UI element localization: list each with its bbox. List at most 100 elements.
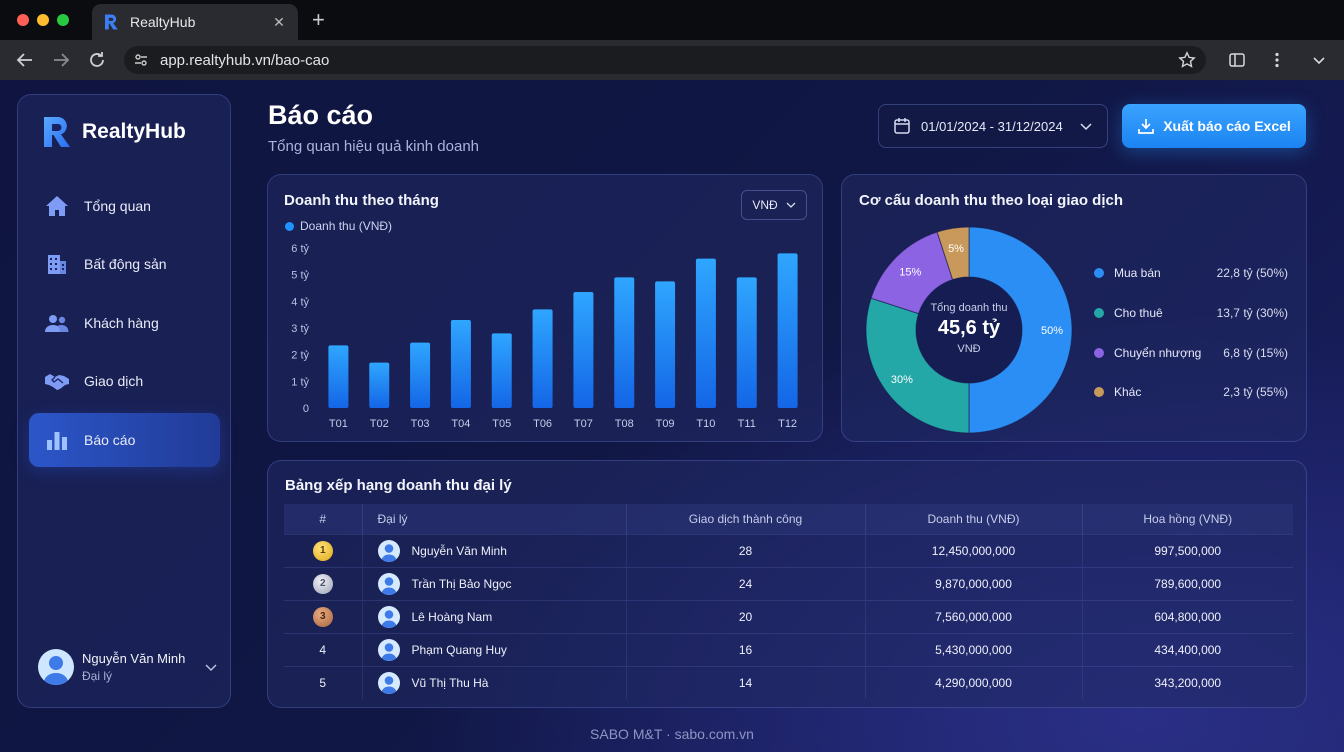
currency-select[interactable]: VNĐ bbox=[741, 190, 807, 220]
revenue-cell: 5,430,000,000 bbox=[865, 632, 1083, 666]
more-menu-icon[interactable] bbox=[1268, 51, 1286, 69]
building-icon bbox=[44, 251, 70, 277]
table-row[interactable]: 3 Lê Hoàng Nam 20 7,560,000,000 604,800,… bbox=[284, 599, 1293, 633]
y-tick-label: 2 tỷ bbox=[291, 350, 309, 362]
commission-cell: 343,200,000 bbox=[1082, 665, 1293, 699]
agent-name: Nguyễn Văn Minh bbox=[411, 543, 507, 558]
commission-cell: 789,600,000 bbox=[1082, 566, 1293, 600]
realtyhub-logo-icon bbox=[105, 14, 118, 30]
rank-cell: 3 bbox=[284, 599, 363, 633]
donut-hole bbox=[916, 277, 1022, 383]
tab-close-icon[interactable]: ✕ bbox=[273, 13, 285, 30]
sidebar-item-label: Bất động sản bbox=[84, 256, 167, 272]
bar-t02[interactable] bbox=[369, 362, 390, 408]
sidebar-item-bao-cao[interactable]: Báo cáo bbox=[29, 413, 220, 467]
table-row[interactable]: 5 Vũ Thị Thu Hà 14 4,290,000,000 343,200… bbox=[284, 665, 1293, 699]
gold-medal-icon: 1 bbox=[312, 540, 333, 561]
legend-value: 13,7 tỷ (30%) bbox=[1216, 306, 1288, 320]
bar-t10[interactable] bbox=[695, 258, 716, 408]
legend-item-mua-ban: Mua bán 22,8 tỷ (50%) bbox=[1094, 266, 1288, 280]
sidebar-item-tong-quan[interactable]: Tổng quan bbox=[29, 179, 220, 233]
app-content: RealtyHub Tổng quan Bất động sản Khách h… bbox=[0, 80, 1344, 752]
table-row[interactable]: 2 Trần Thị Bảo Ngọc 24 9,870,000,000 789… bbox=[284, 566, 1293, 600]
rank-cell: 1 bbox=[284, 533, 363, 567]
sidebar-item-giao-dich[interactable]: Giao dịch bbox=[29, 354, 220, 408]
x-tick-label: T10 bbox=[696, 418, 715, 430]
table-row[interactable]: 4 Phạm Quang Huy 16 5,430,000,000 434,40… bbox=[284, 632, 1293, 666]
sidebar-item-bat-dong-san[interactable]: Bất động sản bbox=[29, 237, 220, 291]
deals-cell: 28 bbox=[626, 533, 866, 567]
deals-cell: 24 bbox=[626, 566, 866, 600]
revenue-mix-title: Cơ cấu doanh thu theo loại giao dịch bbox=[859, 192, 1124, 209]
revenue-bar-chart: 0 1 tỷ 2 tỷ 3 tỷ 4 tỷ 5 tỷ 6 tỷ T01 T02 T03 T04 T05… bbox=[291, 243, 798, 430]
browser-tab[interactable]: RealtyHub ✕ bbox=[92, 4, 298, 40]
slice-label: 50% bbox=[1041, 325, 1063, 337]
legend-swatch bbox=[1094, 387, 1104, 397]
date-range-picker[interactable]: 01/01/2024 - 31/12/2024 bbox=[878, 104, 1108, 148]
sidebar-item-label: Tổng quan bbox=[84, 198, 151, 214]
export-excel-button[interactable]: Xuất báo cáo Excel bbox=[1122, 104, 1306, 148]
agent-name: Vũ Thị Thu Hà bbox=[411, 675, 489, 690]
agent-cell: Phạm Quang Huy bbox=[363, 638, 626, 661]
bar-t09[interactable] bbox=[655, 281, 676, 408]
y-tick-label: 4 tỷ bbox=[291, 296, 309, 308]
bar-t12[interactable] bbox=[777, 253, 798, 408]
donut-center-unit: VNĐ bbox=[957, 343, 981, 355]
legend-swatch bbox=[285, 222, 294, 232]
page-subtitle: Tổng quan hiệu quả kinh doanh bbox=[268, 138, 480, 155]
bar-t06[interactable] bbox=[532, 309, 553, 408]
export-excel-label: Xuất báo cáo Excel bbox=[1163, 118, 1291, 134]
agent-name: Trần Thị Bảo Ngọc bbox=[411, 576, 512, 591]
window-minimize-button[interactable] bbox=[37, 14, 49, 26]
window-close-button[interactable] bbox=[17, 14, 29, 26]
bar-t04[interactable] bbox=[450, 320, 471, 408]
donut-center-value: 45,6 tỷ bbox=[937, 317, 1001, 339]
new-tab-icon[interactable]: + bbox=[312, 7, 325, 32]
slice-label: 5% bbox=[948, 243, 964, 255]
bar-t01[interactable] bbox=[328, 345, 349, 408]
bar-t11[interactable] bbox=[736, 277, 757, 408]
brand-name: RealtyHub bbox=[82, 120, 186, 143]
bar-t03[interactable] bbox=[410, 342, 431, 408]
agent-cell: Trần Thị Bảo Ngọc bbox=[363, 572, 626, 595]
legend-value: 2,3 tỷ (55%) bbox=[1223, 385, 1288, 399]
date-range-text: 01/01/2024 - 31/12/2024 bbox=[921, 118, 1063, 134]
brand[interactable]: RealtyHub bbox=[42, 115, 186, 149]
address-bar[interactable] bbox=[124, 46, 1206, 74]
site-info-icon[interactable] bbox=[134, 53, 148, 67]
legend-label: Chuyển nhượng bbox=[1114, 346, 1202, 360]
chevron-down-icon[interactable] bbox=[204, 660, 218, 674]
revenue-mix-card: Cơ cấu doanh thu theo loại giao dịch 50%… bbox=[841, 174, 1307, 442]
y-tick-label: 0 bbox=[303, 403, 309, 415]
back-icon[interactable] bbox=[13, 48, 37, 72]
column-header: Doanh thu (VNĐ) bbox=[865, 504, 1083, 534]
table-row[interactable]: 1 Nguyễn Văn Minh 28 12,450,000,000 997,… bbox=[284, 533, 1293, 567]
avatar bbox=[377, 605, 400, 628]
y-tick-label: 1 tỷ bbox=[291, 376, 309, 388]
legend-swatch bbox=[1094, 268, 1104, 278]
avatar bbox=[377, 572, 400, 595]
column-header: Hoa hồng (VNĐ) bbox=[1082, 504, 1293, 534]
legend-value: 6,8 tỷ (15%) bbox=[1223, 346, 1288, 360]
bar-t08[interactable] bbox=[614, 277, 635, 408]
agent-ranking-card: Bảng xếp hạng doanh thu đại lý # Đại lý … bbox=[267, 460, 1307, 708]
user-menu[interactable]: Nguyễn Văn Minh Đại lý bbox=[38, 649, 218, 685]
reload-icon[interactable] bbox=[85, 48, 109, 72]
bar-chart-icon bbox=[44, 427, 70, 453]
side-panel-icon[interactable] bbox=[1228, 51, 1246, 69]
revenue-cell: 12,450,000,000 bbox=[865, 533, 1083, 567]
agent-cell: Vũ Thị Thu Hà bbox=[363, 671, 626, 694]
chevron-down-icon bbox=[1080, 123, 1092, 131]
table-header-row: # Đại lý Giao dịch thành công Doanh thu … bbox=[284, 504, 1293, 534]
chevron-down-icon[interactable] bbox=[1311, 52, 1327, 68]
slice-label: 15% bbox=[899, 266, 921, 278]
sidebar-item-khach-hang[interactable]: Khách hàng bbox=[29, 296, 220, 350]
silver-medal-icon: 2 bbox=[312, 573, 333, 594]
forward-icon[interactable] bbox=[49, 48, 73, 72]
user-name: Nguyễn Văn Minh bbox=[82, 651, 186, 666]
x-tick-label: T08 bbox=[615, 418, 634, 430]
bar-t05[interactable] bbox=[491, 333, 512, 408]
bar-t07[interactable] bbox=[573, 292, 594, 408]
bookmark-star-icon[interactable] bbox=[1178, 51, 1196, 69]
window-maximize-button[interactable] bbox=[57, 14, 69, 26]
